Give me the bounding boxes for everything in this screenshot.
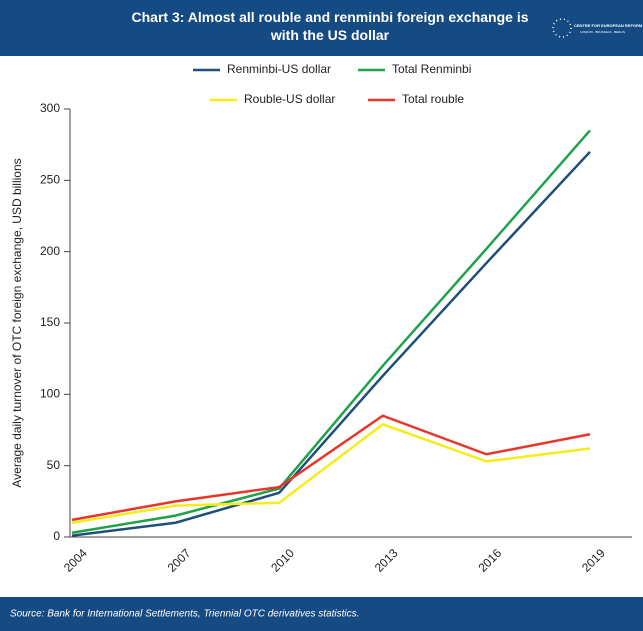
series-line (71, 422, 591, 524)
series-line (71, 414, 591, 522)
chart-title: Chart 3: Almost all rouble and renminbi … (131, 9, 529, 43)
logo-name: CENTRE FOR EUROPEAN REFORM (574, 23, 643, 28)
legend-label: Total rouble (402, 92, 464, 106)
x-tick-label: 2016 (475, 546, 504, 575)
y-tick-label: 100 (40, 387, 60, 401)
logo-cities: LONDON · BRUSSELS · BERLIN (580, 30, 625, 34)
x-tick-label: 2010 (268, 546, 297, 575)
source: Source: Bank for International Settlemen… (10, 609, 359, 620)
series-line (71, 129, 591, 534)
logo-stars (552, 18, 572, 38)
title-box: Chart 3: Almost all rouble and renminbi … (131, 9, 529, 43)
series-line (71, 150, 591, 537)
legend-label: Renminbi-US dollar (227, 62, 331, 76)
y-tick-label: 50 (47, 458, 61, 472)
x-tick-label: 2013 (372, 546, 401, 575)
legend-label: Total Renminbi (392, 62, 471, 76)
footer-band (0, 597, 643, 631)
x-tick-label: 2007 (165, 546, 194, 575)
legend-label: Rouble-US dollar (244, 92, 335, 106)
y-tick-label: 200 (40, 244, 60, 258)
y-tick-label: 300 (40, 101, 60, 115)
y-tick-label: 250 (40, 173, 60, 187)
y-tick-label: 0 (53, 529, 60, 543)
header-band (0, 0, 643, 56)
x-tick-label: 2004 (61, 546, 90, 575)
y-axis-label: Average daily turnover of OTC foreign ex… (10, 158, 24, 487)
x-tick-label: 2019 (579, 546, 608, 575)
y-tick-label: 150 (40, 315, 60, 329)
